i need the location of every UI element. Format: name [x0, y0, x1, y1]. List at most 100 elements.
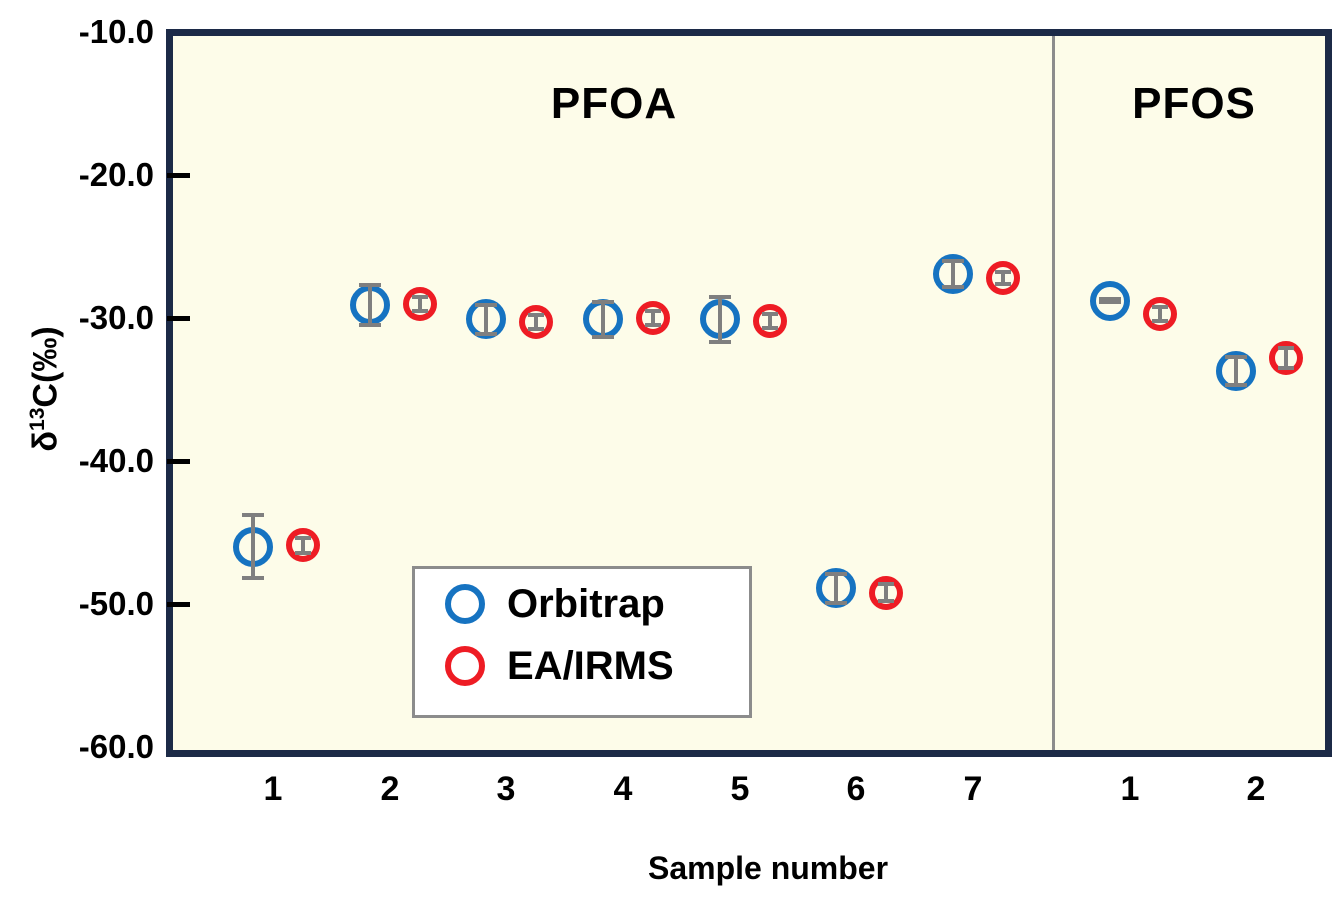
error-bar-cap-bottom	[825, 600, 847, 605]
error-bar-cap-top	[1225, 354, 1247, 359]
error-bar-cap-top	[1278, 346, 1294, 351]
y-tick-mark	[167, 316, 190, 321]
orbitrap-marker	[933, 253, 973, 294]
error-bar-cap-top	[242, 513, 264, 518]
y-tick-label: -60.0	[78, 728, 154, 765]
error-bar-cap-bottom	[995, 281, 1011, 286]
group-divider-line	[1052, 36, 1055, 750]
ea-irms-marker	[1269, 341, 1303, 376]
error-bar-line	[251, 515, 255, 579]
error-bar-cap-top	[528, 313, 544, 318]
y-tick-mark	[167, 173, 190, 178]
x-tick-label-pfoa-3: 3	[496, 770, 516, 808]
error-bar-cap-bottom	[528, 327, 544, 332]
error-bar-line	[418, 296, 422, 311]
x-tick-label-pfos-1: 1	[1120, 770, 1140, 808]
orbitrap-marker	[1090, 280, 1130, 321]
error-bar-line	[1234, 356, 1238, 386]
error-bar-line	[651, 310, 655, 326]
legend-label-orbitrap: Orbitrap	[507, 582, 665, 626]
error-bar-cap-bottom	[1225, 383, 1247, 388]
ea-irms-marker	[986, 260, 1020, 295]
y-tick-label: -10.0	[78, 13, 154, 50]
error-bar-cap-top	[995, 270, 1011, 275]
error-bar-cap-bottom	[878, 599, 894, 604]
error-bar-cap-top	[412, 294, 428, 299]
error-bar-cap-bottom	[475, 331, 497, 336]
error-bar-cap-top	[1099, 297, 1121, 302]
ea-irms-marker	[869, 575, 903, 610]
error-bar-cap-top	[359, 283, 381, 288]
error-bar-cap-bottom	[1152, 318, 1168, 323]
orbitrap-marker	[816, 568, 856, 609]
y-tick-label: -40.0	[78, 442, 154, 479]
ea-irms-marker	[753, 303, 787, 338]
error-bar-cap-top	[295, 536, 311, 541]
error-bar-line	[601, 302, 605, 337]
error-bar-cap-top	[1152, 304, 1168, 309]
error-bar-cap-bottom	[295, 550, 311, 555]
legend: Orbitrap EA/IRMS	[412, 566, 752, 718]
orbitrap-marker	[466, 299, 506, 340]
group-title-pfoa: PFOA	[550, 79, 678, 128]
error-bar-cap-bottom	[709, 340, 731, 345]
error-bar-line	[884, 583, 888, 602]
error-bar-cap-top	[942, 258, 964, 263]
x-tick-label-pfoa-7: 7	[963, 770, 983, 808]
orbitrap-circle-marker-icon	[445, 584, 485, 624]
error-bar-line	[951, 260, 955, 287]
error-bar-line	[301, 538, 305, 553]
error-bar-cap-bottom	[762, 326, 778, 330]
error-bar-line	[768, 313, 772, 328]
y-tick-mark	[167, 459, 190, 464]
ea-irms-circle-marker-icon	[445, 646, 485, 686]
group-title-pfos: PFOS	[1132, 79, 1256, 128]
ea-irms-marker	[286, 528, 320, 563]
error-bar-line	[718, 296, 722, 343]
orbitrap-marker	[1216, 350, 1256, 391]
error-bar-cap-top	[709, 294, 731, 299]
y-tick-label: -50.0	[78, 585, 154, 622]
x-tick-label-pfoa-6: 6	[846, 770, 866, 808]
error-bar-cap-top	[592, 300, 614, 305]
ea-irms-marker	[519, 305, 553, 340]
y-tick-label: -20.0	[78, 156, 154, 193]
ea-irms-marker	[1143, 296, 1177, 331]
error-bar-cap-bottom	[1099, 300, 1121, 305]
error-bar-cap-bottom	[1278, 366, 1294, 371]
error-bar-line	[368, 285, 372, 326]
ea-irms-marker	[636, 301, 670, 335]
error-bar-cap-bottom	[359, 323, 381, 328]
error-bar-line	[834, 573, 838, 603]
error-bar-line	[1001, 272, 1005, 284]
error-bar-cap-top	[762, 311, 778, 316]
error-bar-cap-top	[475, 303, 497, 308]
error-bar-cap-bottom	[942, 284, 964, 289]
error-bar-cap-bottom	[645, 323, 661, 328]
x-tick-label-pfos-2: 2	[1246, 770, 1266, 808]
error-bar-cap-bottom	[242, 576, 264, 581]
error-bar-cap-top	[825, 571, 847, 576]
legend-label-ea-irms: EA/IRMS	[507, 644, 674, 688]
error-bar-cap-bottom	[592, 334, 614, 339]
y-tick-label: -30.0	[78, 299, 154, 336]
legend-item-ea-irms: EA/IRMS	[445, 646, 749, 686]
x-tick-label-pfoa-4: 4	[613, 770, 633, 808]
error-bar-line	[1284, 348, 1288, 369]
x-tick-label-pfoa-5: 5	[730, 770, 750, 808]
x-tick-label-pfoa-1: 1	[263, 770, 283, 808]
error-bar-cap-top	[645, 308, 661, 313]
legend-item-orbitrap: Orbitrap	[445, 584, 749, 624]
y-tick-mark	[167, 602, 190, 607]
error-bar-line	[534, 315, 538, 330]
x-axis-title: Sample number	[647, 850, 889, 886]
error-bar-line	[484, 305, 488, 334]
error-bar-line	[1158, 306, 1162, 321]
error-bar-cap-top	[878, 581, 894, 586]
error-bar-cap-bottom	[412, 308, 428, 313]
ea-irms-marker	[403, 286, 437, 321]
x-tick-label-pfoa-2: 2	[380, 770, 400, 808]
